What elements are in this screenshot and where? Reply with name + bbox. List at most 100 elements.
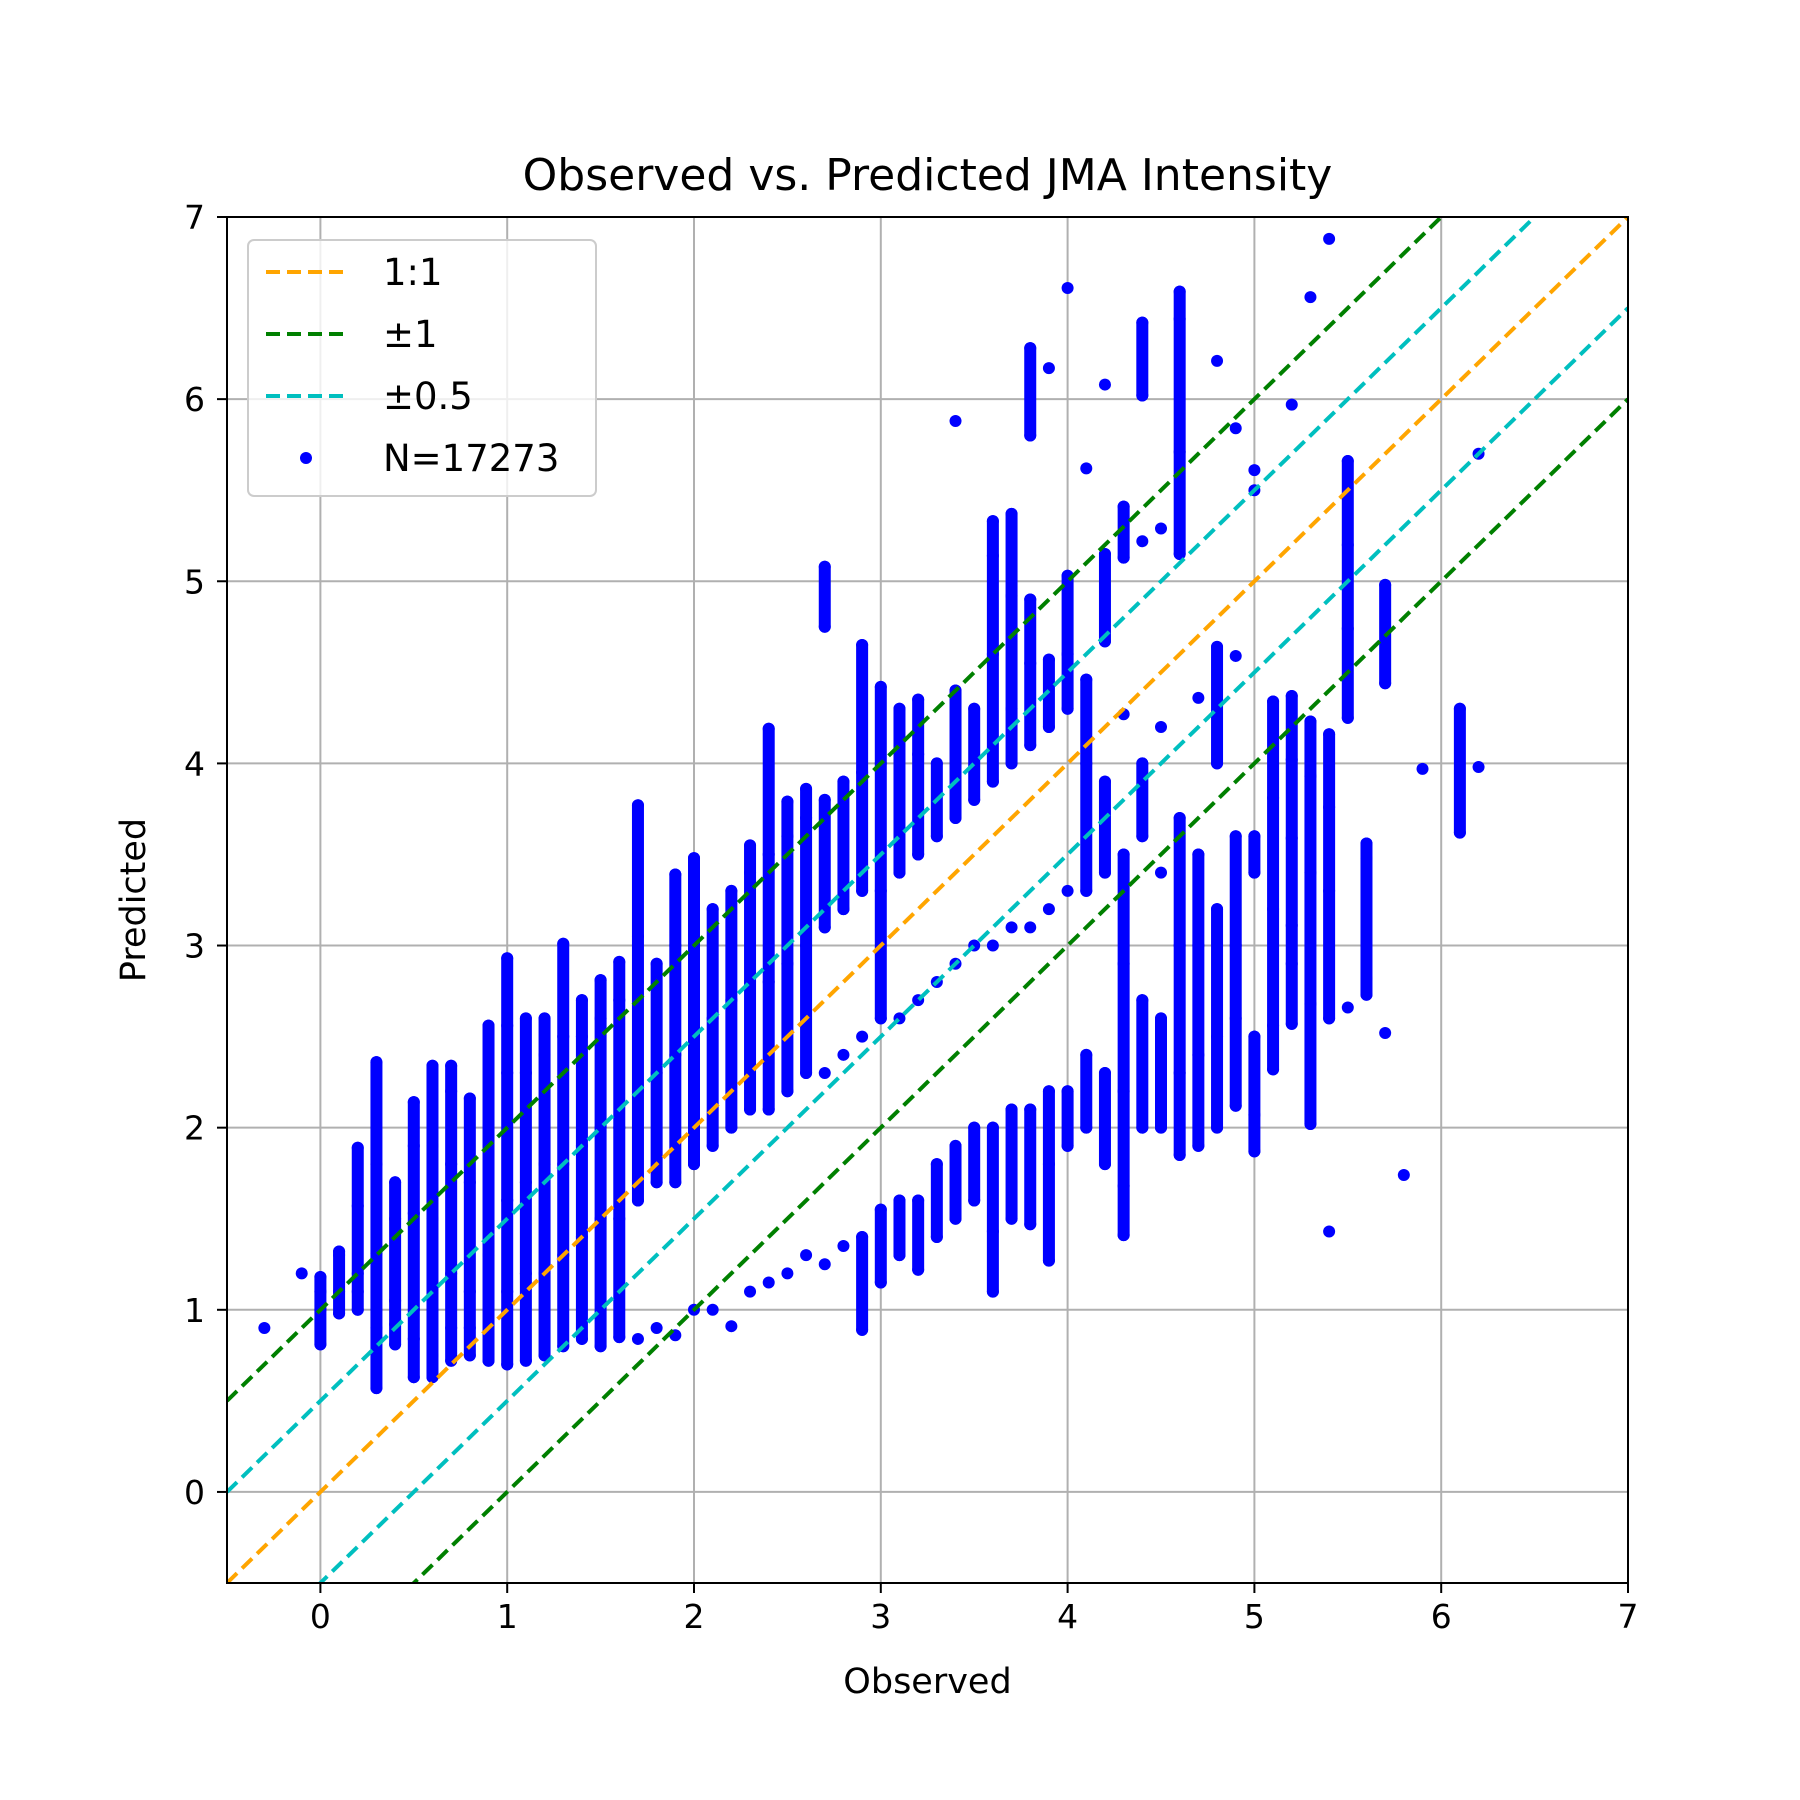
reference-line-±1--1 bbox=[410, 397, 1628, 1583]
data-point bbox=[1061, 282, 1074, 295]
x-tick-label-1: 1 bbox=[497, 1597, 518, 1636]
data-point bbox=[463, 1322, 476, 1335]
data-point bbox=[874, 1276, 887, 1289]
data-point bbox=[650, 1176, 663, 1189]
data-point bbox=[949, 1212, 962, 1225]
y-tick-label-1: 1 bbox=[184, 1291, 205, 1330]
data-point bbox=[688, 1158, 700, 1171]
x-axis-label: Observed bbox=[843, 1662, 1011, 1702]
data-point bbox=[1080, 757, 1093, 770]
data-point bbox=[463, 1092, 476, 1105]
data-point bbox=[1192, 1139, 1205, 1152]
data-point bbox=[1042, 362, 1055, 375]
data-point bbox=[968, 793, 981, 806]
x-tick-label-2: 2 bbox=[684, 1597, 705, 1636]
data-point bbox=[800, 939, 813, 952]
data-point bbox=[1267, 695, 1280, 708]
data-point bbox=[575, 994, 588, 1007]
data-point bbox=[370, 1056, 383, 1069]
data-point bbox=[856, 1030, 869, 1043]
data-point bbox=[1304, 715, 1317, 728]
data-point bbox=[501, 1358, 514, 1371]
data-point bbox=[463, 1349, 476, 1362]
data-point bbox=[314, 1285, 327, 1298]
data-point bbox=[688, 852, 700, 865]
data-point bbox=[1173, 812, 1186, 825]
data-point bbox=[594, 1340, 607, 1353]
data-point bbox=[1024, 342, 1037, 355]
y-tick-label-2: 2 bbox=[184, 1109, 205, 1148]
legend: 1:1 ±1 ±0.5 N=17273 bbox=[247, 239, 597, 497]
data-point bbox=[613, 1212, 626, 1225]
data-point bbox=[781, 1085, 794, 1098]
reference-line-±0.5-0.5 bbox=[227, 217, 1538, 1494]
reference-lines bbox=[227, 217, 1628, 1583]
data-point bbox=[482, 1019, 495, 1032]
data-point bbox=[669, 939, 682, 952]
data-point bbox=[1042, 653, 1055, 666]
data-point bbox=[744, 866, 757, 879]
data-point bbox=[1248, 464, 1261, 477]
data-point bbox=[1341, 538, 1354, 551]
data-point bbox=[1042, 903, 1055, 916]
data-point bbox=[986, 939, 999, 952]
data-point bbox=[1098, 866, 1111, 879]
data-point bbox=[688, 921, 700, 934]
data-point bbox=[1267, 792, 1280, 805]
data-point bbox=[1173, 939, 1186, 952]
axis-ticks: 0 1 2 3 4 5 6 7 0 1 2 3 4 5 6 7 bbox=[184, 198, 1639, 1636]
data-point bbox=[893, 866, 906, 879]
data-point bbox=[538, 1012, 551, 1025]
data-point bbox=[1155, 1012, 1167, 1025]
data-point bbox=[1285, 1017, 1298, 1030]
data-point bbox=[1341, 711, 1354, 724]
data-point bbox=[1061, 648, 1074, 661]
data-point bbox=[856, 1230, 869, 1243]
data-point bbox=[1042, 720, 1055, 733]
data-point bbox=[613, 955, 626, 968]
data-point bbox=[893, 1194, 906, 1207]
x-tick-label-4: 4 bbox=[1057, 1597, 1078, 1636]
data-point bbox=[314, 1271, 327, 1284]
data-point bbox=[1080, 884, 1093, 897]
data-point bbox=[1061, 1085, 1074, 1098]
data-point bbox=[781, 1267, 794, 1280]
data-point bbox=[501, 1285, 514, 1298]
data-point bbox=[1416, 762, 1429, 775]
data-point bbox=[519, 1012, 532, 1025]
data-point bbox=[1155, 720, 1167, 733]
data-point bbox=[968, 1121, 981, 1134]
data-point bbox=[407, 1139, 420, 1152]
data-point bbox=[1061, 884, 1074, 897]
data-point bbox=[912, 748, 925, 761]
data-point bbox=[557, 937, 570, 950]
legend-swatch-points bbox=[300, 452, 312, 464]
data-point bbox=[818, 793, 831, 806]
data-point bbox=[519, 1354, 532, 1367]
data-point bbox=[1173, 445, 1186, 458]
data-point bbox=[669, 1176, 682, 1189]
data-point bbox=[519, 1176, 532, 1189]
data-point bbox=[1323, 1012, 1336, 1025]
data-point bbox=[1005, 1212, 1018, 1225]
data-point bbox=[1024, 1103, 1037, 1116]
data-point bbox=[445, 1059, 458, 1072]
data-point bbox=[725, 1320, 738, 1333]
data-point bbox=[631, 1194, 644, 1207]
legend-box bbox=[247, 239, 597, 497]
data-point bbox=[1379, 578, 1392, 591]
data-point bbox=[930, 1158, 943, 1171]
data-point bbox=[295, 1267, 308, 1280]
data-point bbox=[1285, 398, 1298, 411]
data-point bbox=[1080, 1121, 1093, 1134]
data-point bbox=[538, 1048, 551, 1061]
x-tick-label-5: 5 bbox=[1244, 1597, 1265, 1636]
data-point bbox=[1005, 921, 1018, 934]
data-point bbox=[986, 775, 999, 788]
data-point bbox=[837, 775, 850, 788]
data-point bbox=[874, 884, 887, 897]
data-point bbox=[482, 1354, 495, 1367]
data-point bbox=[426, 1349, 439, 1362]
data-point bbox=[1304, 866, 1317, 879]
